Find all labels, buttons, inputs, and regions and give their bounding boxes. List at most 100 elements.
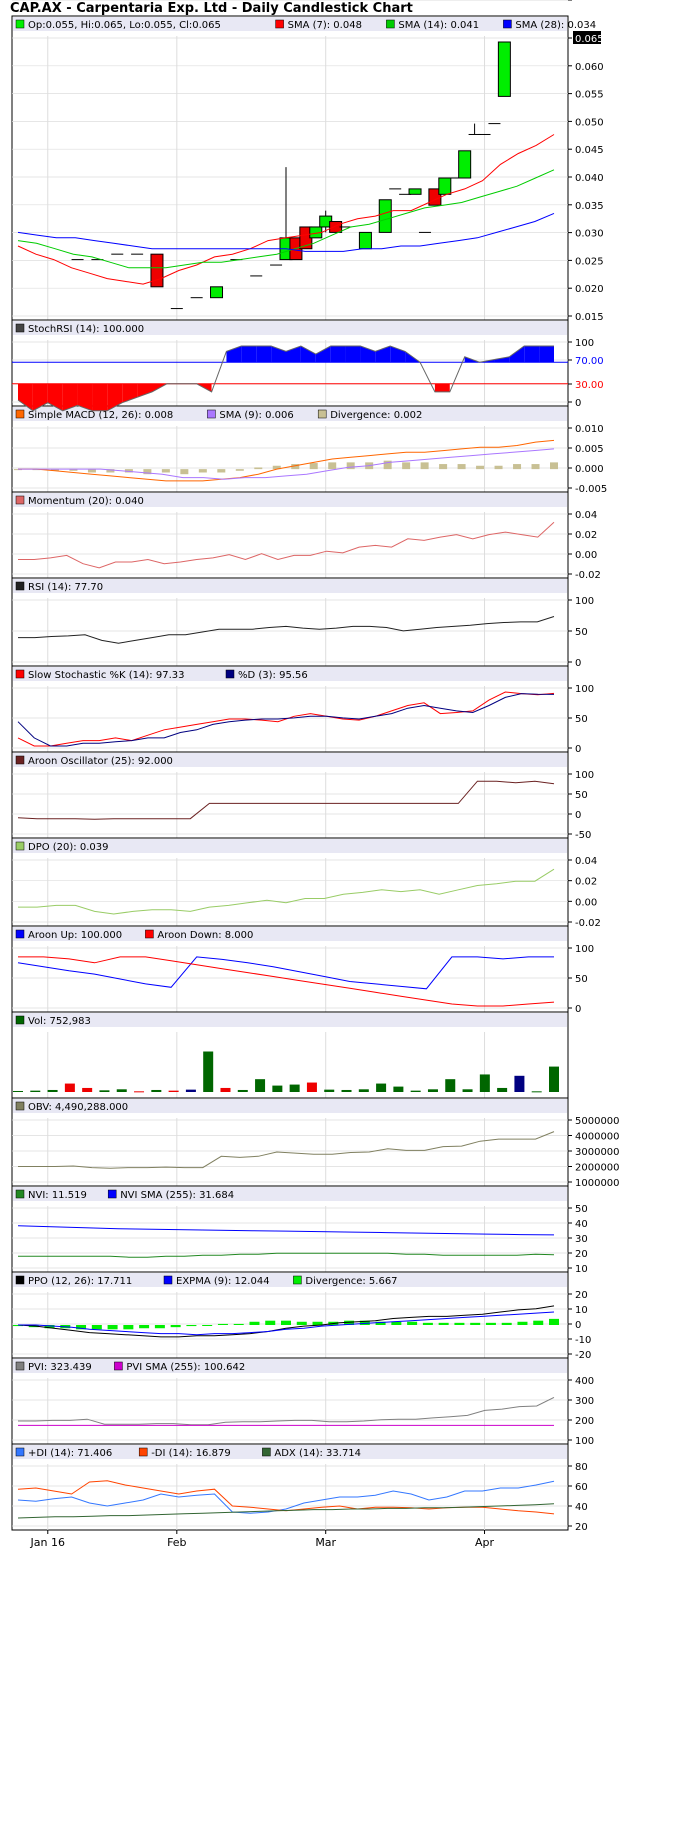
pvi-line (18, 1396, 555, 1426)
ppo-div-bar-12 (202, 1325, 213, 1326)
legend-label-aroonosc-0: Aroon Oscillator (25): 92.000 (28, 756, 173, 767)
adx-line (17, 1503, 555, 1519)
legend-label-price-1: SMA (7): 0.048 (288, 20, 362, 31)
ytick-label-momentum-1: 0.00 (575, 550, 597, 561)
macd-div-bar-11 (217, 469, 226, 473)
stochrsi-fill-high-35 (539, 346, 554, 363)
macd-div-bar-15 (291, 464, 300, 470)
stochrsi-fill-low-8 (137, 383, 152, 398)
macd-div-bar-20 (383, 460, 392, 470)
legend-swatch-dmi-2 (262, 1447, 271, 1457)
plus-di-line (17, 1480, 555, 1514)
xtick-label-3: Apr (475, 1536, 495, 1549)
legend-swatch-macd-1 (207, 409, 216, 419)
legend-label-stochrsi-0: StochRSI (14): 100.000 (28, 324, 144, 335)
vol-bar-16 (289, 1084, 300, 1092)
legend-label-rsi-0: RSI (14): 77.70 (28, 582, 103, 593)
vol-bar-7 (134, 1091, 145, 1093)
vol-bar-24 (427, 1089, 438, 1092)
candle-body-27 (458, 150, 472, 179)
legend-label-vol-0: Vol: 752,983 (28, 1016, 91, 1027)
legend-swatch-slowstoch-0 (15, 669, 25, 679)
ppo-div-bar-14 (233, 1323, 244, 1325)
stochrsi-fill-low-2 (47, 383, 63, 411)
stochrsi-fill-high-22 (345, 346, 361, 363)
vol-bar-21 (376, 1083, 387, 1092)
legend-swatch-pvi-0 (15, 1361, 25, 1371)
vol-bar-9 (168, 1090, 179, 1092)
ppo-div-bar-10 (170, 1325, 181, 1328)
legend-swatch-price-3 (503, 19, 512, 29)
macd-div-bar-2 (50, 469, 59, 471)
legend-label-slowstoch-1: %D (3): 95.56 (238, 670, 308, 681)
macd-div-bar-26 (494, 465, 503, 470)
vol-bar-27 (479, 1074, 490, 1092)
stochrsi-fill-low-5 (92, 383, 108, 411)
ppo-signal-line (18, 1311, 555, 1336)
vol-bar-13 (237, 1089, 248, 1092)
legend-label-price-3: SMA (28): 0.034 (515, 20, 596, 31)
ppo-div-bar-23 (375, 1321, 386, 1325)
ytick-label-obv-0: 1000000 (575, 1178, 620, 1189)
macd-div-bar-12 (235, 469, 244, 471)
legend-label-pvi-0: PVI: 323.439 (28, 1362, 92, 1373)
momentum-line (18, 521, 555, 569)
legend-swatch-rsi-0 (15, 581, 25, 591)
stochrsi-fill-high-15 (241, 346, 257, 363)
candle-body-18 (358, 231, 372, 250)
legend-label-ppo-2: Divergence: 5.667 (305, 1276, 397, 1287)
ytick-label-price-5: 0.040 (575, 173, 604, 184)
ppo-div-bar-16 (265, 1320, 276, 1325)
ppo-div-bar-32 (517, 1321, 528, 1325)
ppo-div-bar-21 (344, 1320, 355, 1325)
legend-swatch-price-2 (386, 19, 395, 29)
legend-label-dmi-0: +DI (14): 71.406 (28, 1448, 112, 1459)
ytick-label-price-4: 0.035 (575, 201, 604, 212)
ytick-label-vol-1: 0.5M (575, 0, 600, 3)
ytick-label-aroon-0: 0 (575, 1004, 581, 1015)
legend-label-price-0: Op:0.055, Hi:0.065, Lo:0.055, Cl:0.065 (28, 20, 221, 31)
xtick-label-2: Mar (315, 1536, 336, 1549)
legend-bar-pvi (13, 1359, 567, 1373)
legend-bar-aroonosc (13, 753, 567, 767)
ppo-div-bar-34 (549, 1318, 559, 1325)
vol-bar-2 (47, 1089, 58, 1092)
legend-swatch-macd-0 (15, 409, 25, 419)
candle-body-22 (408, 188, 422, 195)
macd-div-bar-16 (309, 463, 318, 470)
ytick-label-ppo-1: -10 (575, 1335, 591, 1346)
legend-swatch-nvi-0 (15, 1189, 25, 1199)
ppo-div-bar-9 (154, 1325, 165, 1329)
stochrsi-fill-high-21 (330, 346, 346, 363)
macd-div-bar-29 (550, 462, 558, 470)
ppo-div-bar-19 (312, 1321, 323, 1325)
ppo-div-bar-18 (296, 1321, 307, 1325)
ytick-label-momentum-0: -0.02 (575, 570, 601, 581)
ppo-div-bar-8 (139, 1325, 150, 1329)
aroon-down-line (18, 956, 555, 1007)
candle-body-25 (438, 177, 452, 195)
ppo-line (17, 1305, 555, 1338)
ppo-div-bar-11 (186, 1325, 197, 1327)
legend-swatch-pvi-1 (114, 1361, 123, 1371)
ytick-label-aroonosc-1: 0 (575, 810, 581, 821)
legend-bar-momentum (13, 493, 567, 507)
candle-body-31 (497, 41, 511, 97)
ytick-label-obv-1: 2000000 (575, 1163, 620, 1174)
legend-swatch-ppo-2 (293, 1275, 302, 1285)
ytick-label-price-8: 0.055 (575, 90, 604, 101)
legend-label-aroon-1: Aroon Down: 8.000 (157, 930, 253, 941)
legend-swatch-ppo-1 (163, 1275, 173, 1285)
ytick-label-momentum-3: 0.04 (575, 510, 597, 521)
macd-div-bar-25 (476, 465, 485, 470)
ytick-label-ppo-3: 10 (575, 1305, 588, 1316)
ytick-label-macd-3: 0.010 (575, 424, 604, 435)
stochrsi-fill-high-33 (509, 346, 525, 363)
stochrsi-fill-high-17 (271, 346, 286, 363)
macd-div-bar-4 (87, 469, 96, 473)
ytick-label-dmi-2: 60 (575, 1482, 588, 1493)
stochrsi-fill-low-4 (77, 383, 93, 411)
ytick-label-nvi-3: 40 (575, 1219, 588, 1230)
ytick-label-macd-0: -0.005 (575, 484, 607, 495)
stochrsi-fill-high-23 (360, 346, 376, 363)
